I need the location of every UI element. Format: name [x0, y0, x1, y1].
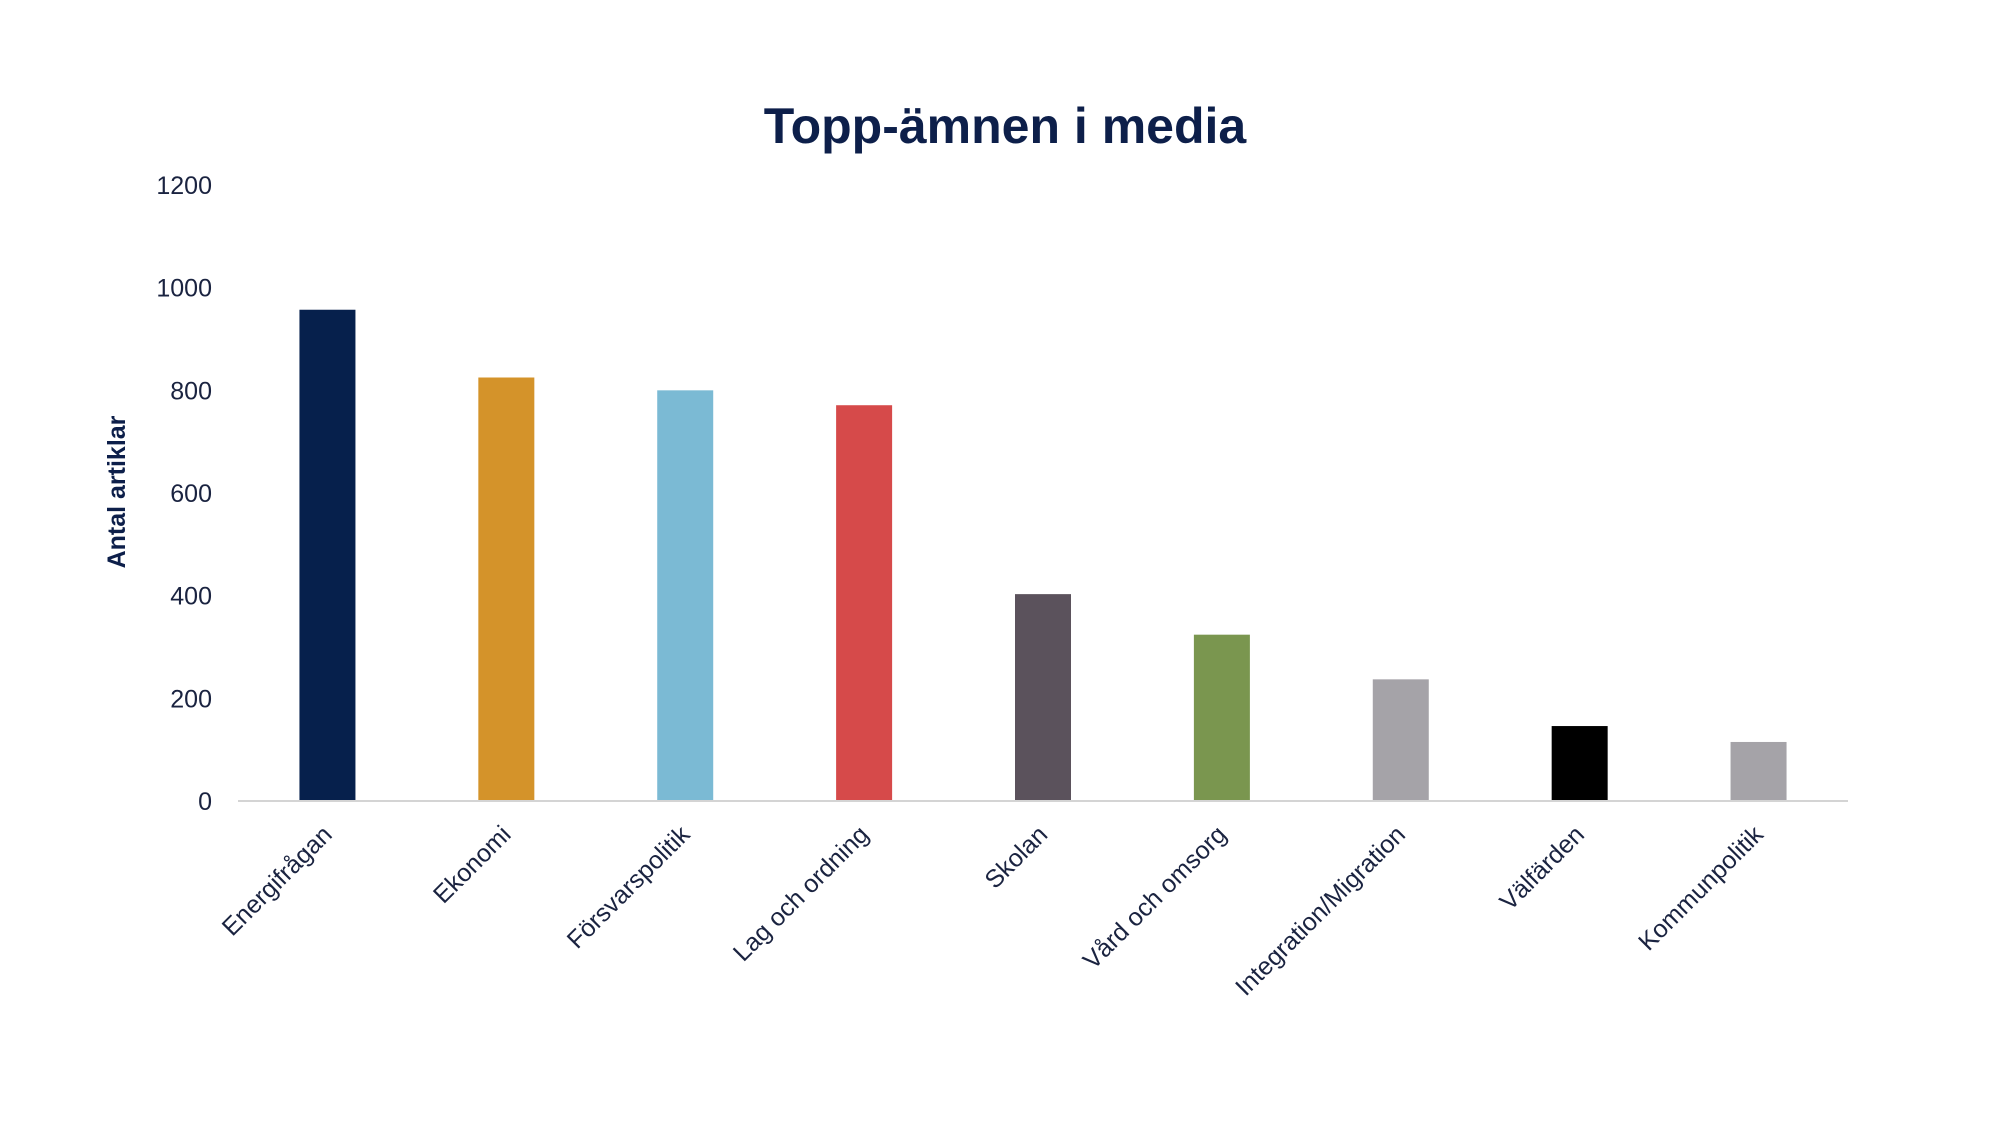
y-axis-title: Antal artiklar [103, 415, 131, 568]
x-category-label: Lag och ordning [728, 820, 875, 967]
chart-title: Topp-ämnen i media [764, 98, 1248, 154]
x-category-label: Försvarspolitik [562, 820, 696, 954]
x-axis-labels: Energifrågan Ekonomi Försvarspolitik Lag oc… [217, 820, 1769, 1001]
bar [1551, 726, 1608, 801]
y-tick-label: 400 [170, 583, 212, 611]
x-category-label: Skolan [979, 820, 1053, 894]
x-category-label: Välfärden [1494, 820, 1589, 915]
x-category-label: Integration/Migration [1230, 820, 1411, 1001]
x-category-label: Energifrågan [217, 820, 338, 941]
bar [1730, 741, 1787, 801]
y-tick-label: 1000 [156, 275, 212, 303]
y-tick-label: 800 [170, 377, 212, 405]
x-category-label: Vård och omsorg [1078, 820, 1232, 974]
bar [478, 377, 535, 801]
bar [657, 390, 714, 801]
x-category-label: Kommunpolitik [1633, 820, 1769, 956]
x-category-label: Ekonomi [428, 820, 517, 909]
bar [1372, 679, 1429, 801]
bars [299, 309, 1787, 801]
y-tick-label: 200 [170, 685, 212, 713]
bar [836, 405, 893, 801]
bar [299, 309, 356, 801]
y-tick-label: 0 [198, 788, 212, 816]
y-axis-ticks: 0 200 400 600 800 1000 1200 [156, 172, 212, 816]
bar [1193, 634, 1250, 801]
bar [1015, 594, 1071, 801]
y-tick-label: 600 [170, 480, 212, 508]
y-tick-label: 1200 [156, 172, 212, 200]
